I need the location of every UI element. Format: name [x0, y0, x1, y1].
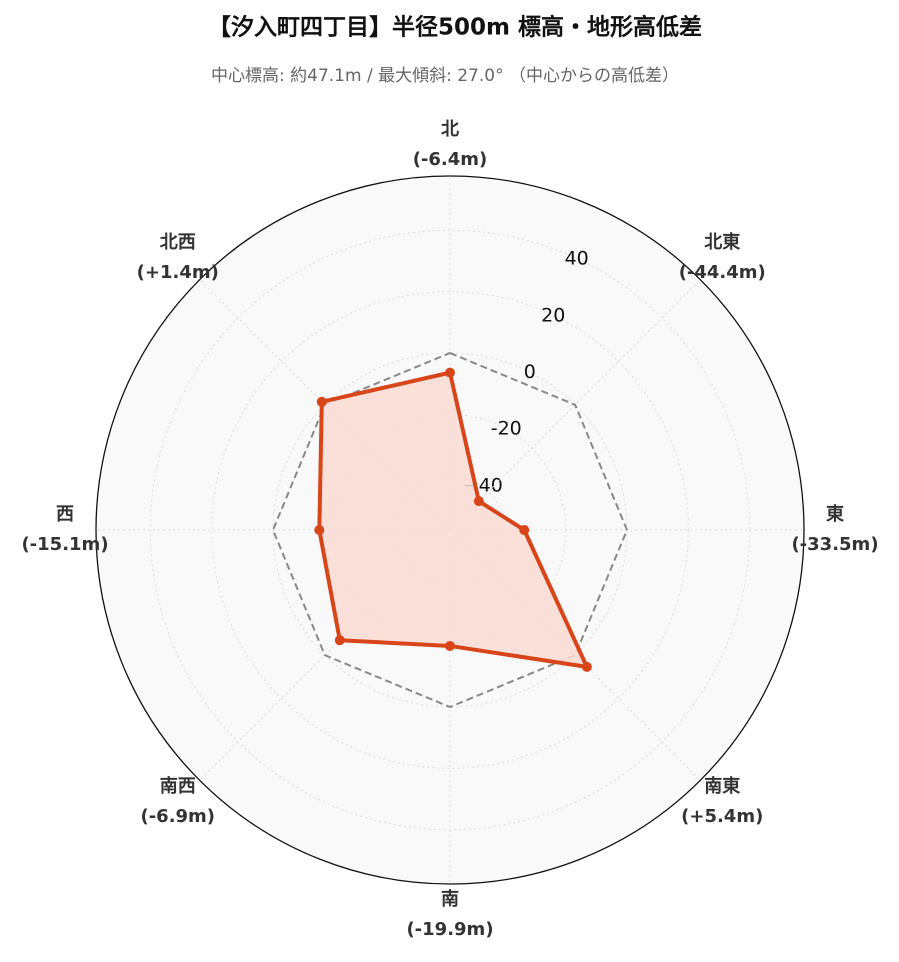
chart-subtitle: 中心標高: 約47.1m / 最大傾斜: 27.0° （中心からの高低差） — [211, 66, 679, 86]
r-tick-label: 0 — [524, 361, 536, 383]
category-label: 東 — [826, 503, 844, 525]
point — [445, 640, 455, 651]
chart-title: 【汐入町四丁目】半径500m 標高・地形高低差 — [208, 14, 702, 41]
r-tick-label: 20 — [541, 304, 565, 326]
point — [314, 525, 325, 535]
outer-circle — [95, 175, 805, 885]
value-label: (-15.1m) — [21, 534, 108, 555]
point — [581, 661, 592, 672]
category-label: 南 — [441, 888, 459, 910]
point — [445, 367, 455, 378]
value-label: (-33.5m) — [791, 534, 878, 555]
value-label: (-6.4m) — [413, 149, 488, 170]
category-label: 北 — [441, 119, 459, 140]
category-label: 北西 — [160, 232, 196, 253]
category-label: 南西 — [160, 775, 196, 797]
r-tick-label: 40 — [565, 248, 589, 270]
category-label: 北東 — [704, 231, 740, 253]
value-label: (-19.9m) — [406, 919, 493, 940]
value-label: (+5.4m) — [681, 806, 763, 827]
reference-line — [271, 351, 629, 709]
point — [473, 496, 484, 507]
point — [519, 525, 530, 535]
value-label: (-6.9m) — [140, 806, 215, 827]
grid-circle — [149, 229, 751, 831]
r-tick-label: -20 — [491, 418, 522, 440]
value-label: (-44.4m) — [679, 262, 766, 283]
point — [334, 635, 345, 646]
grid-circle — [211, 291, 689, 769]
point — [316, 396, 327, 407]
category-label: 南東 — [704, 775, 740, 797]
category-label: 西 — [56, 504, 74, 525]
value-label: (+1.4m) — [137, 262, 219, 283]
